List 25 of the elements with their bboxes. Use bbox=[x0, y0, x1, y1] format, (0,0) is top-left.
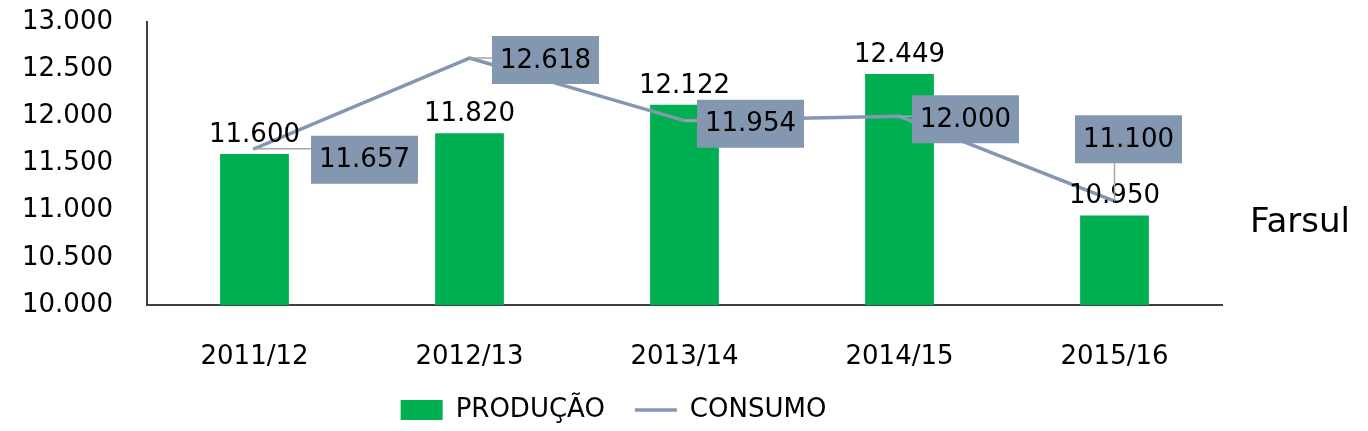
data-label: 11.657 bbox=[319, 143, 410, 174]
y-tick-label: 12.500 bbox=[22, 51, 113, 82]
y-tick-label: 10.500 bbox=[22, 240, 113, 271]
data-label: 11.820 bbox=[424, 97, 515, 128]
y-tick-label: 12.000 bbox=[22, 99, 113, 130]
x-tick-label: 2011/12 bbox=[200, 340, 309, 371]
data-label: 12.449 bbox=[854, 37, 945, 68]
data-label: 12.618 bbox=[500, 43, 591, 74]
data-label: 10.950 bbox=[1069, 179, 1160, 210]
y-tick-label: 11.500 bbox=[22, 146, 113, 177]
text: Farsul bbox=[1250, 199, 1350, 240]
x-tick-label: 2015/16 bbox=[1060, 340, 1169, 371]
x-tick-label: 2014/15 bbox=[845, 340, 954, 371]
y-tick-label: 10.000 bbox=[22, 287, 113, 318]
y-tick-label: 11.000 bbox=[22, 193, 113, 224]
data-label: 12.000 bbox=[920, 103, 1011, 134]
data-label: 11.954 bbox=[705, 107, 796, 138]
data-label: 12.122 bbox=[639, 68, 730, 99]
legend-label: CONSUMO bbox=[689, 392, 827, 423]
data-label: 11.100 bbox=[1083, 122, 1174, 153]
x-tick-label: 2012/13 bbox=[415, 340, 524, 371]
legend-label: PRODUÇÃO bbox=[455, 391, 605, 423]
data-label: 11.600 bbox=[209, 117, 300, 148]
x-tick-label: 2013/14 bbox=[630, 340, 739, 371]
y-tick-label: 13.000 bbox=[22, 4, 113, 35]
